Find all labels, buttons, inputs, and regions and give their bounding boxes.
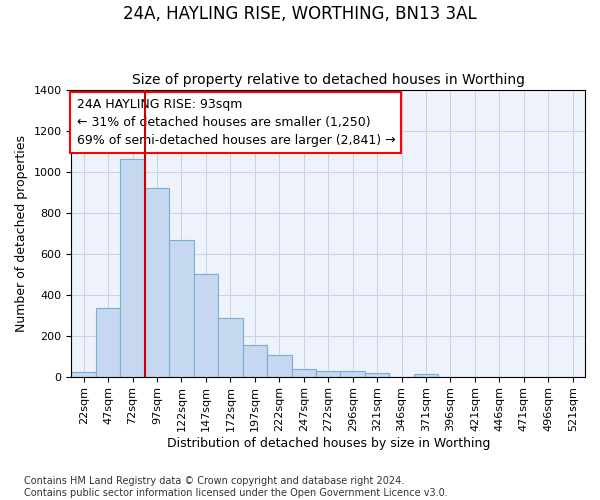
Text: 24A HAYLING RISE: 93sqm
← 31% of detached houses are smaller (1,250)
69% of semi: 24A HAYLING RISE: 93sqm ← 31% of detache… <box>77 98 395 147</box>
Bar <box>316 372 340 376</box>
Bar <box>292 369 316 376</box>
Text: 24A, HAYLING RISE, WORTHING, BN13 3AL: 24A, HAYLING RISE, WORTHING, BN13 3AL <box>123 5 477 23</box>
Bar <box>218 318 242 376</box>
Bar <box>145 188 169 376</box>
Bar <box>414 374 438 376</box>
Bar <box>121 160 145 376</box>
Bar <box>340 372 365 376</box>
Bar <box>71 372 96 376</box>
Bar <box>242 345 267 376</box>
Bar <box>96 308 121 376</box>
Title: Size of property relative to detached houses in Worthing: Size of property relative to detached ho… <box>132 73 525 87</box>
Bar <box>267 355 292 376</box>
Bar <box>194 274 218 376</box>
Y-axis label: Number of detached properties: Number of detached properties <box>15 134 28 332</box>
Text: Contains HM Land Registry data © Crown copyright and database right 2024.
Contai: Contains HM Land Registry data © Crown c… <box>24 476 448 498</box>
Bar <box>365 373 389 376</box>
Bar <box>169 240 194 376</box>
X-axis label: Distribution of detached houses by size in Worthing: Distribution of detached houses by size … <box>167 437 490 450</box>
